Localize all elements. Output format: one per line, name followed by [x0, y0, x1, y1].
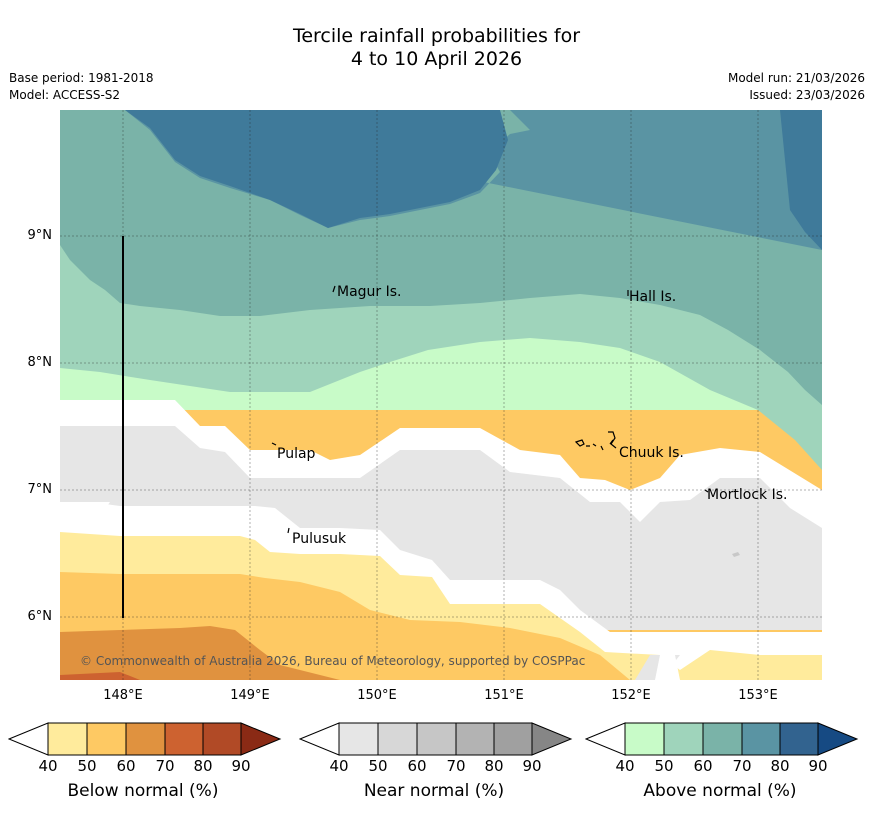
place-chuuk-is: Chuuk Is. [619, 445, 684, 461]
cbar-below-tick-60: 60 [116, 757, 136, 775]
copyright-notice: © Commonwealth of Australia 2026, Bureau… [80, 654, 586, 668]
rainfall-map[interactable] [60, 110, 822, 680]
cbar-below-70-80 [164, 722, 204, 756]
cbar-below-title: Below normal (%) [67, 781, 219, 801]
cbar-above-50-60 [663, 722, 704, 756]
place-pulusuk: Pulusuk [292, 531, 347, 547]
issued-date: Issued: 23/03/2026 [749, 88, 865, 102]
cbar-near-tick-80: 80 [484, 757, 504, 775]
cbar-near-40-50 [338, 722, 379, 756]
cbar-above-tick-60: 60 [693, 757, 713, 775]
cbar-below-40-50 [47, 722, 88, 756]
cbar-above-tick-50: 50 [654, 757, 674, 775]
cbar-near-title: Near normal (%) [363, 781, 505, 801]
lat-label-6n: 6°N [27, 609, 53, 624]
lon-label-151e: 151°E [484, 688, 524, 703]
cbar-below-tick-40: 40 [38, 757, 58, 775]
lon-label-148e: 148°E [103, 688, 143, 703]
cbar-near-80-90 [493, 722, 533, 756]
cbar-near-60-70 [416, 722, 457, 756]
colorbar-below-normal [8, 722, 282, 756]
white-tail [655, 655, 680, 680]
cbar-near-tick-90: 90 [522, 757, 542, 775]
cbar-below-over [240, 722, 282, 756]
below-60-70-zone [60, 626, 340, 680]
lon-label-153e: 153°E [738, 688, 778, 703]
cbar-above-40-50 [624, 722, 665, 756]
cbar-above-60-70 [702, 722, 743, 756]
cbar-above-tick-70: 70 [732, 757, 752, 775]
cbar-above-over [817, 722, 859, 756]
below-70-80-zone [60, 672, 140, 680]
colorbar-above-normal [585, 722, 859, 756]
cbar-near-tick-70: 70 [446, 757, 466, 775]
cbar-near-over [531, 722, 573, 756]
map-canvas [60, 110, 822, 680]
island-outlines [271, 285, 709, 534]
cbar-near-50-60 [377, 722, 418, 756]
above-80-90-zone-edge [780, 110, 822, 250]
map-title-line2: 4 to 10 April 2026 [350, 48, 523, 70]
cbar-above-70-80 [741, 722, 781, 756]
cbar-above-tick-80: 80 [770, 757, 790, 775]
lon-label-150e: 150°E [357, 688, 397, 703]
cbar-below-60-70 [125, 722, 166, 756]
place-magur-is: Magur Is. [337, 284, 402, 300]
cbar-below-under [8, 722, 49, 756]
cbar-near-tick-40: 40 [329, 757, 349, 775]
place-hall-is: Hall Is. [629, 289, 677, 305]
cbar-below-tick-80: 80 [193, 757, 213, 775]
cbar-near-tick-60: 60 [407, 757, 427, 775]
cbar-above-80-90 [779, 722, 819, 756]
base-period: Base period: 1981-2018 [9, 71, 154, 85]
cbar-below-50-60 [86, 722, 127, 756]
colorbar-near-normal [299, 722, 573, 756]
cbar-above-tick-40: 40 [615, 757, 635, 775]
cbar-above-tick-90: 90 [808, 757, 828, 775]
cbar-below-tick-90: 90 [231, 757, 251, 775]
cbar-near-70-80 [455, 722, 495, 756]
place-mortlock-is: Mortlock Is. [707, 487, 788, 503]
cbar-near-under [299, 722, 340, 756]
model-name: Model: ACCESS-S2 [9, 88, 121, 102]
cbar-below-80-90 [202, 722, 242, 756]
lon-label-152e: 152°E [611, 688, 651, 703]
map-title-line1: Tercile rainfall probabilities for [292, 25, 581, 47]
cbar-above-title: Above normal (%) [643, 781, 797, 801]
lat-label-7n: 7°N [27, 482, 53, 497]
lat-label-8n: 8°N [27, 355, 53, 370]
lat-label-9n: 9°N [27, 228, 53, 243]
island-shadow [732, 552, 740, 557]
place-pulap: Pulap [277, 446, 316, 462]
cbar-above-under [585, 722, 626, 756]
lat-gridlines [60, 235, 822, 618]
cbar-near-tick-50: 50 [368, 757, 388, 775]
above-80-90-zone [125, 110, 508, 228]
cbar-below-tick-50: 50 [77, 757, 97, 775]
model-run: Model run: 21/03/2026 [727, 71, 865, 85]
lon-label-149e: 149°E [230, 688, 270, 703]
cbar-below-tick-70: 70 [155, 757, 175, 775]
